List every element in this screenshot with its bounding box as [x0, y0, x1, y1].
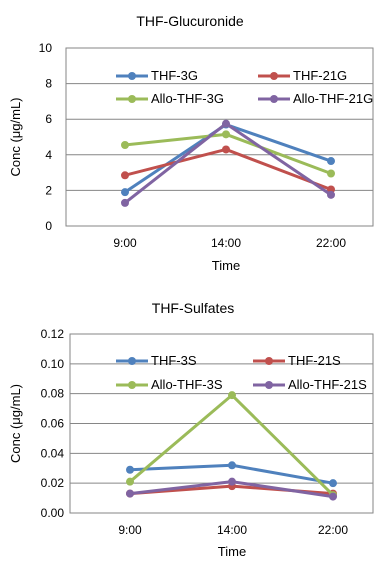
- data-point: [327, 157, 335, 166]
- data-point: [228, 461, 236, 470]
- legend-swatch-marker: [128, 381, 136, 389]
- data-point: [327, 190, 335, 199]
- legend-label: Allo-THF-21G: [293, 91, 373, 106]
- legend-label: THF-21G: [293, 68, 347, 83]
- y-tick-label: 6: [45, 112, 52, 126]
- data-point: [121, 198, 129, 207]
- data-point: [228, 391, 236, 400]
- data-point: [222, 119, 230, 128]
- legend-label: THF-3G: [151, 68, 198, 83]
- legend-label: Allo-THF-3G: [151, 91, 224, 106]
- x-tick-label: 9:00: [113, 236, 137, 250]
- legend-swatch-marker: [128, 72, 136, 80]
- data-point: [121, 188, 129, 197]
- chart-title: THF-Glucuronide: [136, 13, 244, 29]
- data-point: [329, 492, 337, 501]
- y-tick-label: 0.06: [41, 417, 65, 431]
- y-tick-label: 0.00: [41, 506, 65, 520]
- y-tick-label: 8: [45, 77, 52, 91]
- y-tick-label: 0.12: [41, 327, 65, 341]
- x-axis-label: Time: [212, 258, 240, 273]
- data-point: [228, 477, 236, 486]
- y-tick-label: 2: [45, 183, 52, 197]
- legend-swatch-marker: [128, 95, 136, 103]
- legend-label: THF-21S: [288, 353, 341, 368]
- data-point: [222, 130, 230, 139]
- legend-label: THF-3S: [151, 353, 197, 368]
- data-point: [126, 489, 134, 498]
- legend-swatch-marker: [265, 381, 273, 389]
- data-point: [126, 465, 134, 474]
- x-axis-label: Time: [218, 544, 246, 559]
- y-tick-label: 0.04: [41, 446, 65, 460]
- y-tick-label: 0.02: [41, 476, 65, 490]
- series-line: [123, 147, 333, 192]
- data-point: [222, 145, 230, 154]
- data-point: [121, 171, 129, 180]
- x-tick-label: 9:00: [118, 523, 142, 537]
- chart-title: THF-Sulfates: [152, 300, 234, 316]
- y-tick-label: 0.08: [41, 387, 65, 401]
- x-tick-label: 22:00: [318, 523, 348, 537]
- y-tick-label: 10: [39, 41, 53, 55]
- legend-swatch-marker: [128, 357, 136, 365]
- data-point: [329, 479, 337, 488]
- data-point: [126, 477, 134, 486]
- plot-area-frame: [65, 47, 374, 227]
- y-axis-label: Conc (μg/mL): [8, 97, 23, 176]
- data-point: [327, 169, 335, 178]
- data-point: [121, 141, 129, 150]
- legend-label: Allo-THF-21S: [288, 377, 367, 392]
- legend-label: Allo-THF-3S: [151, 377, 223, 392]
- x-tick-label: 22:00: [316, 236, 346, 250]
- legend-swatch-marker: [270, 72, 278, 80]
- y-tick-label: 0.10: [41, 357, 65, 371]
- y-tick-label: 4: [45, 148, 52, 162]
- y-axis-label: Conc (μg/mL): [8, 384, 23, 463]
- x-tick-label: 14:00: [217, 523, 247, 537]
- x-tick-label: 14:00: [211, 236, 241, 250]
- legend-swatch-marker: [270, 95, 278, 103]
- legend-swatch-marker: [265, 357, 273, 365]
- y-tick-label: 0: [45, 219, 52, 233]
